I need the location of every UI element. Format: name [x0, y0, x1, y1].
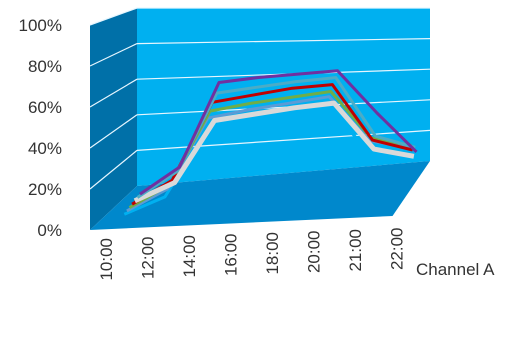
- depth-axis-ticks: Channel A: [416, 260, 495, 279]
- series-line: [139, 69, 418, 196]
- gridline-side: [89, 78, 138, 108]
- x-tick-label: 21:00: [346, 229, 365, 272]
- gridlines: [89, 7, 431, 190]
- series-line: [133, 100, 415, 204]
- depth-axis-label: Channel A: [416, 260, 495, 279]
- y-axis-ticks: 0% 20% 40% 60% 80% 100%: [19, 16, 62, 240]
- gridline-side: [89, 114, 138, 149]
- series-lines: [123, 69, 418, 216]
- x-tick-label: 12:00: [139, 237, 158, 280]
- x-tick-label: 20:00: [305, 231, 324, 274]
- x-tick-label: 10:00: [97, 238, 116, 281]
- gridline-side: [89, 149, 138, 190]
- x-tick-label: 14:00: [180, 235, 199, 278]
- x-axis-ticks: 10:00 12:00 14:00 16:00 18:00 20:00 21:00 22:00: [97, 228, 407, 281]
- gridline-side: [89, 7, 138, 26]
- floor: [90, 161, 430, 230]
- side-wall: [90, 8, 137, 230]
- gridline-back: [136, 38, 431, 45]
- x-tick-label: 18:00: [263, 232, 282, 275]
- y-tick-label: 80%: [28, 57, 62, 76]
- y-tick-label: 60%: [28, 98, 62, 117]
- x-tick-label: 22:00: [388, 228, 407, 271]
- y-tick-label: 100%: [19, 16, 62, 35]
- gridline-back: [136, 129, 431, 151]
- y-tick-label: 20%: [28, 180, 62, 199]
- x-tick-label: 16:00: [222, 234, 241, 277]
- y-tick-label: 0%: [37, 221, 62, 240]
- gridline-side: [89, 43, 138, 67]
- y-tick-label: 40%: [28, 139, 62, 158]
